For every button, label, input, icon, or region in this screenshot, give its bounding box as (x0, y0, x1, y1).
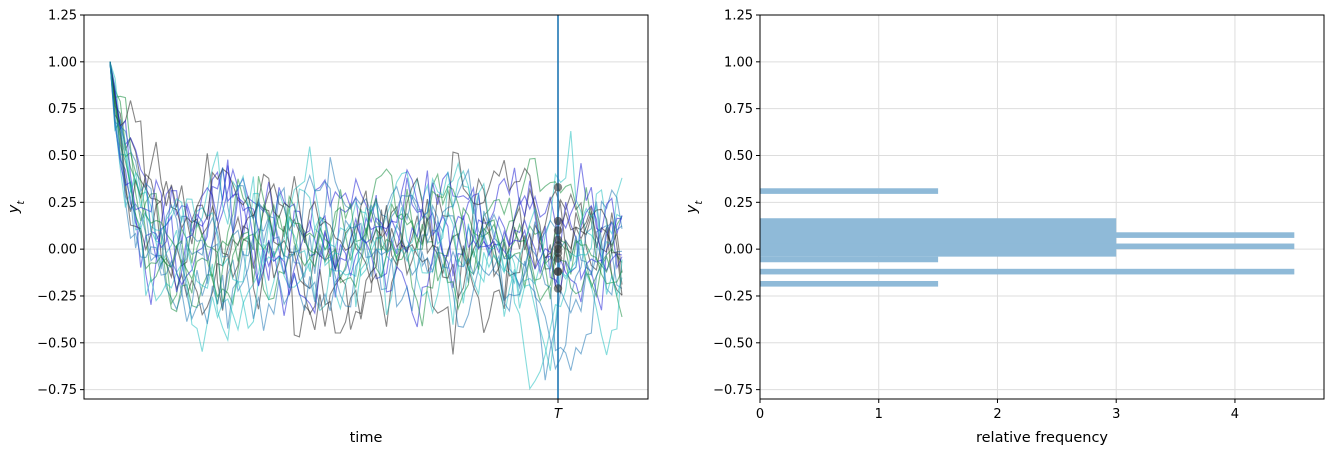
right-gridlines (759, 14, 1324, 399)
left-chart: 1.251.000.750.500.250.00−0.25−0.50−0.75 … (6, 9, 649, 446)
sample-path (109, 61, 623, 371)
right-x-tick-label: 1 (875, 407, 883, 422)
left-axes-frame (83, 14, 649, 400)
histogram-bar (760, 232, 1295, 238)
right-x-tick-label: 4 (1231, 407, 1239, 422)
left-y-ticks: 1.25 1.00 0.75 0.50 0.25 0.00 −0.25 −0.50 −0.75 (37, 9, 84, 398)
left-y-tick-label: −0.25 (37, 289, 77, 304)
right-chart: 1.251.000.750.500.250.00−0.25−0.50−0.75 … (684, 9, 1325, 446)
left-gridlines (84, 14, 648, 391)
sample-path (109, 61, 623, 371)
sample-path (109, 61, 623, 381)
right-y-ticks: 1.25 1.00 0.75 0.50 0.25 0.00 −0.25 −0.50 −0.75 (713, 9, 760, 398)
left-y-tick-label: 0.50 (48, 149, 77, 164)
histogram-bar (760, 188, 939, 194)
right-x-tick-label: 2 (993, 407, 1001, 422)
right-y-tick-label: −0.75 (713, 383, 753, 398)
T-marker-point (553, 267, 563, 276)
sample-path (109, 61, 623, 371)
left-x-tick-label: T (554, 407, 563, 422)
histogram-bar (760, 268, 1295, 275)
sample-path (109, 61, 623, 352)
left-y-tick-label: 1.00 (48, 55, 77, 70)
left-y-tick-label: 1.25 (48, 9, 77, 24)
left-y-tick-label: 0.75 (48, 102, 77, 117)
T-marker-point (553, 216, 563, 226)
right-x-ticks: 0 1 2 3 4 (756, 399, 1239, 422)
right-y-tick-label: 0.25 (724, 196, 753, 211)
right-y-tick-label: 1.00 (724, 55, 753, 70)
T-marker-point (553, 284, 563, 293)
right-y-axis-label: yt (684, 200, 705, 215)
right-y-tick-label: −0.50 (713, 336, 753, 351)
T-marker-point (553, 226, 563, 235)
right-y-tick-label: 0.50 (724, 149, 753, 164)
right-x-axis-label: relative frequency (976, 430, 1108, 446)
histogram-bar (760, 280, 939, 287)
T-marker-point (553, 183, 563, 192)
left-y-tick-label: −0.50 (37, 336, 77, 351)
right-histogram-bars (760, 188, 1295, 287)
left-y-tick-label: 0.25 (48, 196, 77, 211)
sample-path (109, 61, 623, 315)
right-x-tick-label: 0 (756, 407, 764, 422)
left-y-axis-label: yt (6, 200, 27, 215)
sample-path (109, 61, 623, 327)
left-y-tick-label: 0.00 (48, 243, 77, 258)
T-marker-point (553, 254, 563, 263)
left-y-tick-label: −0.75 (37, 383, 77, 398)
right-y-tick-label: 0.75 (724, 102, 753, 117)
right-y-tick-label: −0.25 (713, 289, 753, 304)
right-axes-frame (759, 14, 1325, 400)
histogram-bar (760, 256, 939, 263)
histogram-bar (760, 243, 1295, 250)
sample-path (109, 61, 623, 303)
left-T-markers (553, 183, 563, 293)
left-sample-paths (109, 61, 623, 391)
left-x-ticks: T (554, 399, 563, 422)
left-x-axis-label: time (350, 430, 383, 446)
right-y-tick-label: 1.25 (724, 9, 753, 24)
right-x-tick-label: 3 (1112, 407, 1120, 422)
sample-path (109, 61, 623, 334)
right-y-tick-label: 0.00 (724, 243, 753, 258)
